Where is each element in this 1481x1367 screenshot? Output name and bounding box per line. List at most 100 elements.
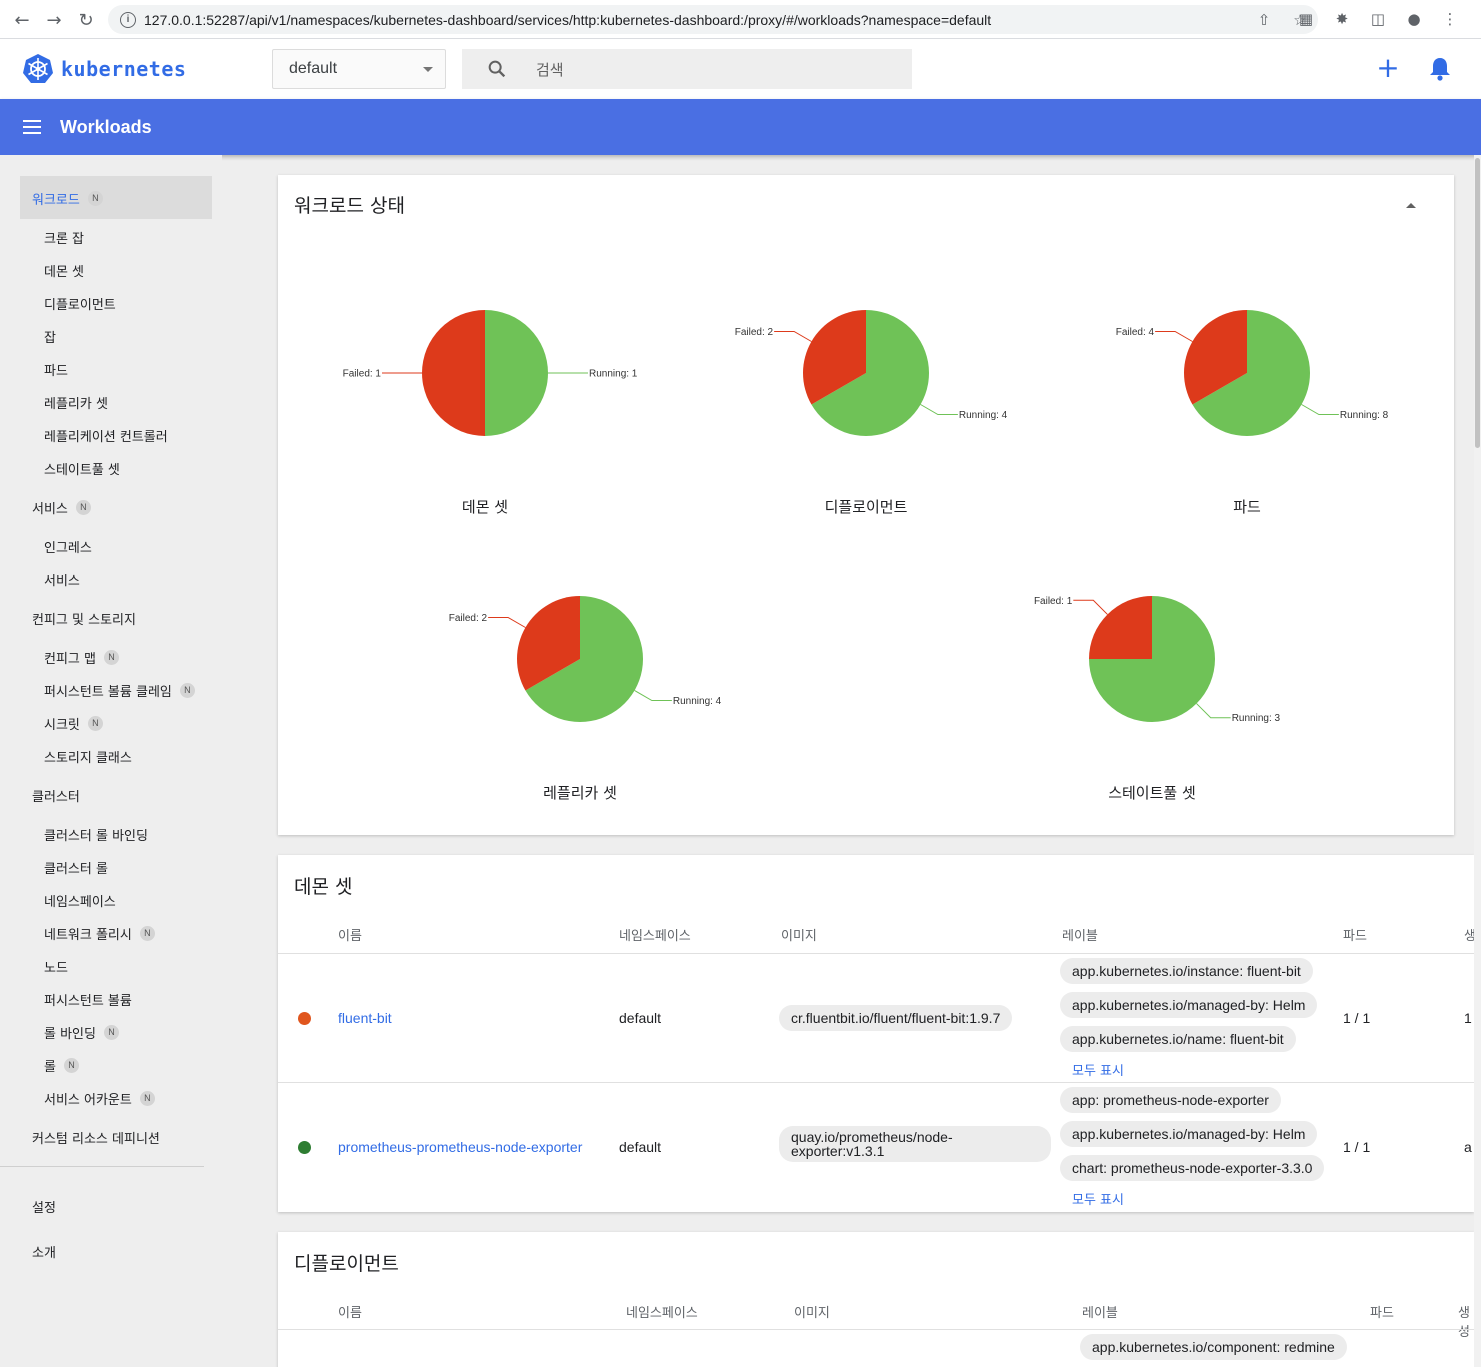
- column-header-created[interactable]: 생: [1464, 929, 1474, 944]
- sidebar-item-namespaces[interactable]: 네임스페이스: [44, 889, 116, 911]
- show-all-labels-link[interactable]: 모두 표시: [1072, 1064, 1124, 1079]
- sidebar-item-cronjobs[interactable]: 크론 잡: [44, 226, 84, 248]
- reload-icon[interactable]: ↻: [78, 9, 94, 31]
- sidebar-item-services[interactable]: 서비스 N: [32, 496, 91, 518]
- sidebar-item-secrets[interactable]: 시크릿 N: [44, 712, 103, 734]
- sidebar-item-networkpolicies[interactable]: 네트워크 폴리시 N: [44, 922, 155, 944]
- pie-leader-line: [634, 690, 672, 701]
- kubernetes-logo[interactable]: kubernetes: [22, 53, 186, 85]
- sidebar-item-nodes[interactable]: 노드: [44, 955, 68, 977]
- sidebar-item-storageclasses[interactable]: 스토리지 클래스: [44, 745, 132, 767]
- sidebar-label: 클러스터 롤 바인딩: [44, 828, 148, 844]
- sidebar-item-daemonsets[interactable]: 데몬 셋: [44, 259, 84, 281]
- column-header-created[interactable]: 생성: [1458, 1306, 1470, 1340]
- sidebar-item-crd[interactable]: 커스텀 리소스 데피니션: [32, 1126, 160, 1148]
- page-scrollbar[interactable]: [1474, 155, 1481, 1367]
- sidebar-item-about[interactable]: 소개: [32, 1240, 56, 1262]
- card-title: 데몬 셋: [294, 876, 353, 898]
- pie-slice-failed[interactable]: [1089, 596, 1152, 659]
- sidebar-item-pv[interactable]: 퍼시스턴트 볼륨: [44, 988, 132, 1010]
- more-options-icon[interactable]: ⋮: [1442, 10, 1458, 28]
- hamburger-menu-icon[interactable]: [23, 120, 41, 134]
- daemonset-pods: 1 / 1: [1343, 1139, 1371, 1155]
- pie-chart: Running: 4 Failed: 2 레플리카 셋: [449, 596, 722, 802]
- back-arrow-icon[interactable]: ←: [14, 9, 30, 31]
- daemonset-name-link[interactable]: prometheus-prometheus-node-exporter: [338, 1139, 583, 1155]
- sidebar-item-clusterroles[interactable]: 클러스터 롤: [44, 856, 108, 878]
- column-header-name[interactable]: 이름: [338, 1306, 362, 1321]
- sidebar-label: 퍼시스턴트 볼륨 클레임: [44, 684, 172, 700]
- side-panel-icon[interactable]: ◫: [1370, 10, 1386, 28]
- pie-label-failed: Failed: 1: [1034, 596, 1073, 607]
- sidebar-item-pods[interactable]: 파드: [44, 358, 68, 380]
- sidebar-item-deployments[interactable]: 디플로이먼트: [44, 292, 116, 314]
- pie-slice-failed[interactable]: [1184, 310, 1247, 405]
- sidebar-label: 서비스: [44, 573, 80, 589]
- show-all-labels-link[interactable]: 모두 표시: [1072, 1193, 1124, 1208]
- column-header-name[interactable]: 이름: [338, 929, 362, 944]
- sidebar-item-configmaps[interactable]: 컨피그 맵 N: [44, 646, 119, 668]
- row-divider: [278, 1082, 1474, 1083]
- sidebar-label: 디플로이먼트: [44, 297, 116, 313]
- column-header-pods: 파드: [1370, 1306, 1394, 1321]
- daemonsets-card: 데몬 셋 이름 네임스페이스 이미지 레이블 파드 생 fluent-bit d…: [278, 855, 1474, 1212]
- pie-leader-line: [1301, 404, 1339, 415]
- extensions-puzzle-icon[interactable]: ✸: [1335, 10, 1349, 28]
- column-header-images: 이미지: [794, 1306, 830, 1321]
- sidebar-label: 스토리지 클래스: [44, 750, 132, 766]
- sidebar-label: 노드: [44, 960, 68, 976]
- sidebar-item-replicasets[interactable]: 레플리카 셋: [44, 391, 108, 413]
- sidebar-item-serviceaccounts[interactable]: 서비스 어카운트 N: [44, 1087, 155, 1109]
- sidebar-item-settings[interactable]: 설정: [32, 1195, 56, 1217]
- pie-slice-failed[interactable]: [422, 310, 485, 436]
- collapse-arrow-icon[interactable]: [1406, 203, 1416, 208]
- pie-label-running: Running: 4: [959, 410, 1008, 421]
- sidebar-item-statefulsets[interactable]: 스테이트풀 셋: [44, 457, 120, 479]
- pie-slice-failed[interactable]: [517, 596, 580, 691]
- sidebar-item-ingresses[interactable]: 인그레스: [44, 535, 92, 557]
- pie-slice-running[interactable]: [485, 310, 548, 436]
- pie-slice-running[interactable]: [811, 310, 930, 437]
- pie-slice-failed[interactable]: [803, 310, 866, 405]
- column-header-labels: 레이블: [1062, 929, 1098, 944]
- sidebar-item-jobs[interactable]: 잡: [44, 325, 56, 347]
- sidebar-item-workloads[interactable]: 워크로드 N: [32, 187, 103, 209]
- daemonset-name-link[interactable]: fluent-bit: [338, 1010, 392, 1026]
- namespaced-badge: N: [139, 1090, 155, 1106]
- sidebar-label: 서비스: [32, 501, 68, 517]
- sidebar-item-clusterrolebindings[interactable]: 클러스터 롤 바인딩: [44, 823, 148, 845]
- pie-leader-line: [774, 331, 812, 342]
- bookmark-star-icon[interactable]: ☆: [1293, 11, 1307, 29]
- forward-arrow-icon[interactable]: →: [46, 9, 62, 31]
- pie-title: 데몬 셋: [462, 498, 508, 516]
- label-chip: app.kubernetes.io/component: redmine: [1080, 1334, 1347, 1360]
- sidebar-item-replicationcontrollers[interactable]: 레플리케이션 컨트롤러: [44, 424, 168, 446]
- sidebar-item-rolebindings[interactable]: 롤 바인딩 N: [44, 1021, 119, 1043]
- create-plus-icon[interactable]: +: [1376, 51, 1400, 84]
- sidebar-item-config-storage[interactable]: 컨피그 및 스토리지: [32, 607, 136, 629]
- sidebar-item-services-sub[interactable]: 서비스: [44, 568, 80, 590]
- share-icon[interactable]: ⇧: [1257, 11, 1271, 29]
- pie-leader-line: [1155, 331, 1193, 342]
- notification-bell-icon[interactable]: [1428, 56, 1452, 82]
- pie-slice-running[interactable]: [1192, 310, 1311, 437]
- namespace-select[interactable]: default: [272, 49, 446, 89]
- logo-text: kubernetes: [61, 57, 187, 81]
- search-input[interactable]: 검색: [462, 49, 912, 89]
- namespaced-badge: N: [63, 1057, 79, 1073]
- scrollbar-thumb[interactable]: [1475, 158, 1480, 448]
- profile-icon[interactable]: ●: [1407, 10, 1421, 28]
- column-header-namespace[interactable]: 네임스페이스: [619, 929, 691, 944]
- column-header-namespace[interactable]: 네임스페이스: [626, 1306, 698, 1321]
- address-bar[interactable]: i 127.0.0.1:52287/api/v1/namespaces/kube…: [108, 5, 1318, 34]
- extension-sheet-icon[interactable]: ▦: [1298, 10, 1314, 28]
- pie-leader-line: [488, 617, 526, 628]
- status-dot: [298, 1012, 311, 1025]
- pie-slice-running[interactable]: [525, 596, 643, 722]
- sidebar-item-pvc[interactable]: 퍼시스턴트 볼륨 클레임 N: [44, 679, 195, 701]
- pie-label-failed: Failed: 4: [1116, 327, 1155, 338]
- daemonset-pods: 1 / 1: [1343, 1010, 1371, 1026]
- site-info-icon[interactable]: i: [120, 11, 136, 28]
- sidebar-item-cluster[interactable]: 클러스터: [32, 784, 80, 806]
